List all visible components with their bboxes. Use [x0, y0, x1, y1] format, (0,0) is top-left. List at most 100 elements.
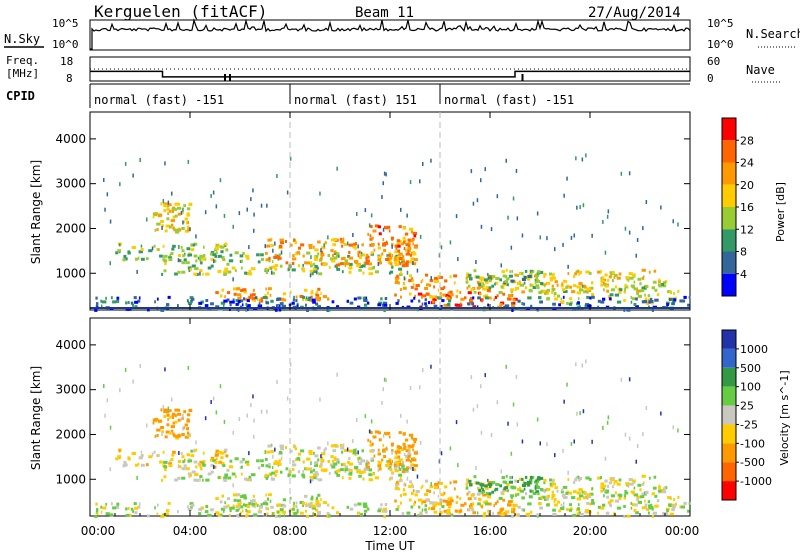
velocity-echo [447, 500, 451, 504]
velocity-echo [177, 460, 182, 463]
power-echo [356, 264, 361, 268]
power-cbar-tick-label: 16 [740, 201, 754, 214]
power-echo [623, 308, 626, 312]
velocity-echo [545, 487, 551, 491]
velocity-echo [268, 473, 271, 476]
power-echo [687, 303, 690, 307]
velocity-echo [286, 396, 289, 401]
velocity-echo [172, 450, 176, 454]
power-echo [348, 251, 351, 254]
velocity-echo [476, 511, 479, 515]
velocity-echo [415, 490, 420, 493]
velocity-echo [569, 491, 572, 495]
power-echo [648, 270, 651, 274]
power-echo [200, 261, 203, 265]
power-echo [403, 247, 406, 250]
velocity-echo [160, 514, 165, 518]
velocity-echo [377, 461, 382, 465]
power-echo [340, 257, 344, 261]
velocity-echo [658, 484, 661, 488]
power-echo [560, 284, 564, 288]
power-echo [402, 236, 406, 240]
velocity-echo [416, 474, 419, 479]
power-echo [401, 258, 405, 262]
velocity-echoes [94, 359, 691, 519]
velocity-cbar-color-step [722, 443, 736, 463]
power-echo [264, 244, 266, 249]
velocity-echo [245, 514, 248, 518]
velocity-echo [549, 482, 554, 486]
power-echo [425, 292, 430, 296]
velocity-echo [353, 448, 357, 452]
power-echo [171, 247, 175, 251]
velocity-echo [266, 409, 268, 414]
velocity-echo [244, 503, 248, 507]
power-echo [300, 243, 305, 247]
power-echo [353, 297, 357, 301]
power-echo [391, 254, 393, 258]
power-echo [184, 229, 190, 233]
power-echo [394, 281, 399, 284]
power-echo [387, 260, 392, 263]
power-echo [468, 284, 471, 288]
power-echo [173, 228, 176, 232]
velocity-echo [383, 455, 387, 458]
x-tick-label: 08:00 [273, 524, 308, 538]
velocity-echo [368, 429, 371, 434]
power-echo [156, 222, 161, 226]
power-echo [327, 297, 329, 301]
velocity-echo [352, 451, 357, 455]
power-echo [202, 254, 206, 258]
power-echo [630, 300, 633, 304]
power-echo [540, 289, 543, 293]
power-echo [407, 250, 410, 254]
power-echo [414, 294, 416, 298]
power-echo [408, 292, 412, 296]
power-echo [268, 259, 271, 263]
velocity-echo [187, 431, 190, 435]
velocity-echo [254, 502, 258, 506]
power-echo [309, 261, 313, 265]
nsky-tick-bottom: 10^0 [52, 38, 79, 51]
power-echo [291, 268, 296, 272]
velocity-echo [215, 511, 220, 515]
power-echo [252, 288, 255, 292]
velocity-echo [251, 473, 256, 477]
velocity-echo [455, 420, 458, 425]
power-echo [166, 207, 170, 211]
velocity-echo [302, 504, 304, 507]
velocity-echo [233, 498, 237, 502]
power-echo [186, 213, 190, 217]
power-echo [409, 253, 412, 257]
power-cbar-color-step [722, 118, 736, 141]
velocity-echo [174, 414, 177, 418]
velocity-echo [270, 450, 274, 453]
power-echo [283, 308, 286, 312]
power-echo [312, 262, 316, 266]
velocity-echo [600, 485, 605, 489]
velocity-echo [240, 472, 243, 476]
velocity-echo [167, 418, 169, 422]
power-echo [322, 263, 327, 267]
power-echo [486, 288, 491, 292]
velocity-echo [377, 509, 381, 513]
velocity-echo [167, 501, 171, 505]
velocity-echo [585, 476, 590, 480]
power-echo [609, 271, 612, 275]
power-echo [599, 270, 602, 274]
velocity-echo [348, 476, 352, 480]
velocity-echo [221, 461, 225, 465]
power-echo [261, 257, 265, 261]
power-echo [484, 294, 489, 298]
velocity-echo [627, 484, 630, 488]
power-echo [348, 243, 353, 247]
power-echo [400, 295, 402, 299]
velocity-echo [484, 486, 489, 490]
velocity-echo [215, 453, 219, 457]
velocity-echo [453, 487, 456, 491]
power-echo [393, 260, 398, 264]
power-echo [417, 292, 423, 296]
velocity-echo [264, 500, 267, 504]
power-echo [566, 176, 568, 181]
power-echo [637, 277, 642, 281]
